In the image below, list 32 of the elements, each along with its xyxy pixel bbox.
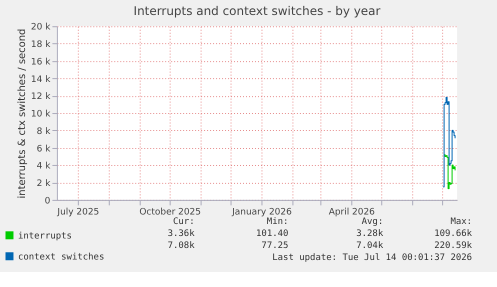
text: Min: xyxy=(266,216,288,227)
text: 3.36k xyxy=(168,228,196,239)
legend-label: context switches xyxy=(18,252,104,262)
y-tick-label: 0 xyxy=(44,196,51,206)
chart-title: Interrupts and context switches - by year xyxy=(134,4,380,18)
y-tick-label: 6 k xyxy=(36,144,52,154)
y-tick-label: 14 k xyxy=(30,74,52,85)
y-tick-label: 12 k xyxy=(30,92,52,102)
y-tick-label: 2 k xyxy=(36,179,52,189)
y-tick-label: 8 k xyxy=(36,126,52,137)
x-tick-label: July 2025 xyxy=(56,207,100,218)
x-tick-label: January 2026 xyxy=(231,207,292,218)
text: 109.66k xyxy=(434,228,473,239)
text: Last update: Tue Jul 14 00:01:37 2026 xyxy=(272,252,472,263)
x-tick-label: April 2026 xyxy=(328,207,376,218)
text: 77.25 xyxy=(261,240,288,251)
text: Cur: xyxy=(173,216,195,227)
y-tick-label: 18 k xyxy=(30,40,52,50)
y-axis-title: interrupts & ctx switches / second xyxy=(16,28,28,198)
text: Max: xyxy=(450,216,472,227)
x-tick-label: October 2025 xyxy=(139,207,201,218)
text: 7.04k xyxy=(356,240,384,251)
y-tick-label: 4 k xyxy=(36,162,52,172)
text: 3.28k xyxy=(356,228,384,239)
text: Avg: xyxy=(362,216,384,227)
y-tick-label: 20 k xyxy=(30,22,52,33)
legend-label: interrupts xyxy=(18,231,72,242)
y-tick-label: 10 k xyxy=(30,110,52,120)
text: 220.59k xyxy=(434,240,473,251)
text: 101.40 xyxy=(256,228,288,239)
y-tick-label: 16 k xyxy=(30,57,52,68)
text: 7.08k xyxy=(168,240,196,251)
